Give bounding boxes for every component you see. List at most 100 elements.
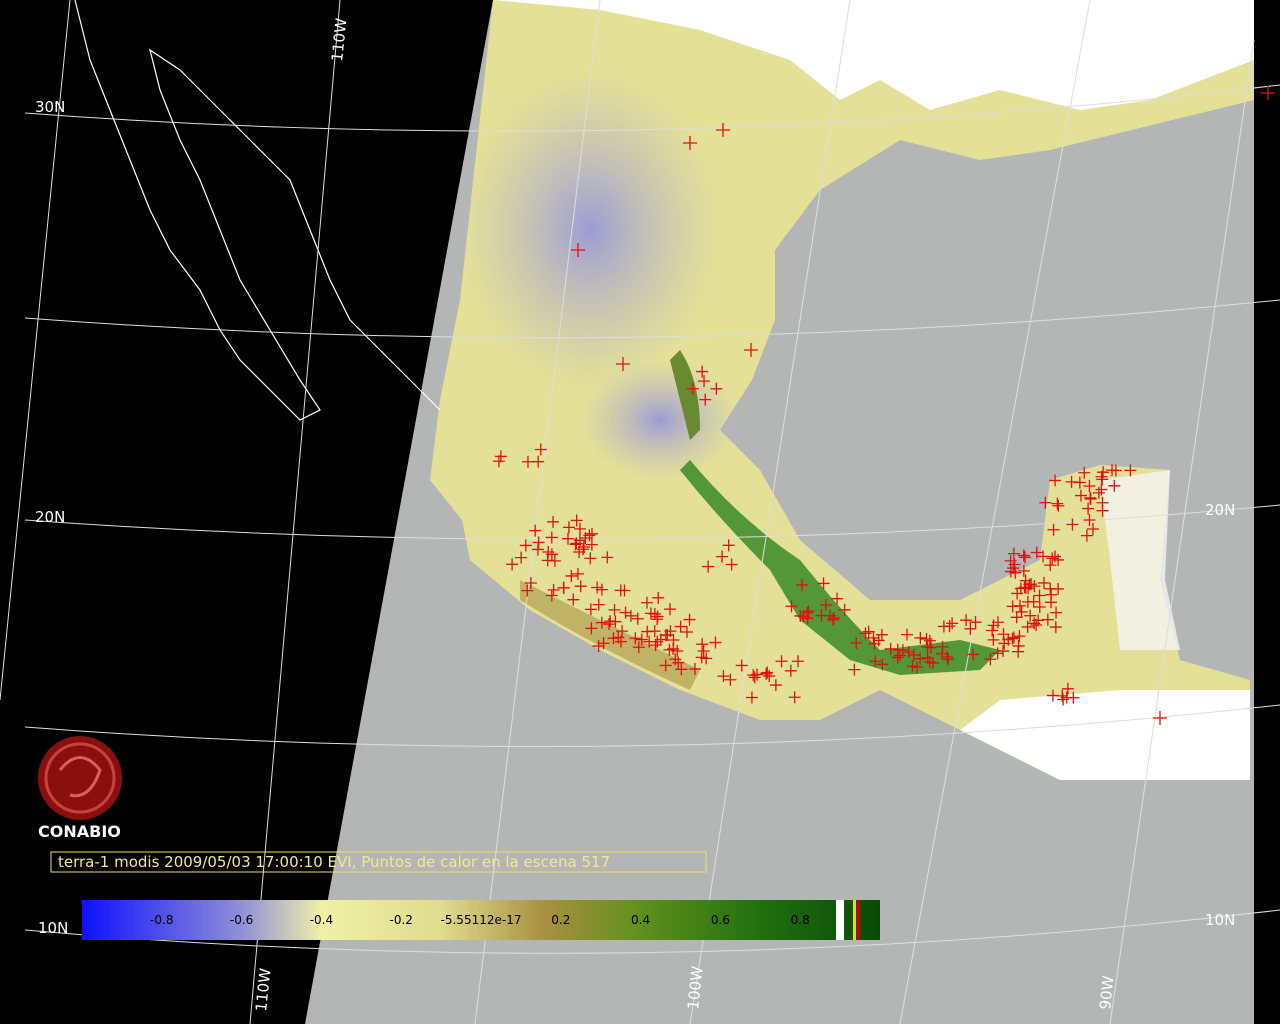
colorbar-label: -0.6 [230, 913, 253, 927]
fire-point [570, 537, 583, 550]
fire-point [987, 633, 1000, 646]
caption-box [50, 851, 707, 873]
grid-label: 10N [1205, 911, 1235, 929]
fire-point [649, 639, 662, 652]
fire-point [686, 382, 699, 395]
fire-point [792, 655, 805, 668]
fire-point [574, 580, 587, 593]
fire-point [597, 637, 610, 650]
fire-point [652, 591, 665, 604]
fire-point [651, 610, 664, 623]
fire-point [747, 669, 760, 682]
fire-point [748, 671, 761, 684]
fire-point [1044, 559, 1057, 572]
fire-point [936, 647, 949, 660]
grid-line [689, 0, 851, 1024]
fire-point [675, 663, 688, 676]
fire-point [631, 612, 644, 625]
fire-point [640, 596, 653, 609]
fire-point [1011, 587, 1024, 600]
fire-point [1030, 618, 1043, 631]
grid-line [899, 0, 1091, 1024]
fire-point [716, 123, 730, 137]
grid-label: 20N [35, 508, 65, 526]
fire-point [1037, 576, 1050, 589]
fire-point [1021, 620, 1034, 633]
colorbar-label: -5.55112e-17 [441, 913, 522, 927]
fire-point [1033, 600, 1046, 613]
fire-point [946, 617, 959, 630]
fire-point [1028, 580, 1041, 593]
fire-point [991, 647, 1004, 660]
fire-point [867, 631, 880, 644]
grid-line [24, 909, 1280, 954]
grid-label: 110W [328, 17, 350, 62]
fire-point [760, 667, 773, 680]
fire-point [850, 637, 863, 650]
fire-point [1015, 605, 1028, 618]
fire-point [1153, 711, 1167, 725]
fire-point [584, 552, 597, 565]
fire-point [601, 551, 614, 564]
fire-point [914, 631, 927, 644]
fire-point [664, 603, 677, 616]
clouds [960, 690, 1250, 780]
fire-point [577, 541, 590, 554]
clouds [493, 0, 1254, 110]
fire-point [608, 603, 621, 616]
fire-point [775, 655, 788, 668]
fire-point [831, 592, 844, 605]
fire-point [534, 443, 547, 456]
fire-point [815, 609, 828, 622]
logo-emblem [44, 742, 116, 814]
fire-point [1083, 479, 1096, 492]
fire-point [1083, 513, 1096, 526]
fire-point [1007, 547, 1020, 560]
fire-point [607, 632, 620, 645]
fire-point [1086, 523, 1099, 536]
fire-point [744, 343, 758, 357]
fire-point [901, 628, 914, 641]
fire-point [688, 662, 701, 675]
fire-point [697, 645, 710, 658]
fire-point [724, 673, 737, 686]
fire-point [644, 607, 657, 620]
fire-point [619, 606, 632, 619]
fire-point [1051, 497, 1064, 510]
fire-point [592, 640, 605, 653]
fire-point [1056, 689, 1069, 702]
grid-label: 30N [35, 98, 65, 116]
fire-point [585, 527, 598, 540]
fire-point [785, 600, 798, 613]
fire-point [1030, 546, 1043, 559]
fire-point [696, 638, 709, 651]
fire-point [986, 624, 999, 637]
grid-line [24, 299, 1280, 339]
fire-point [1074, 489, 1087, 502]
fire-point [1041, 613, 1054, 626]
colorbar-label: 0.2 [551, 913, 570, 927]
fire-point [797, 610, 810, 623]
grid-label: 10N [38, 919, 68, 937]
fire-point [1017, 564, 1030, 577]
fire-point [745, 691, 758, 704]
fire-point [1018, 581, 1031, 594]
fire-point [699, 393, 712, 406]
fire-point [683, 136, 697, 150]
fire-point [532, 455, 545, 468]
grid-label: 110W [252, 967, 274, 1012]
baja-coastline [74, 0, 441, 421]
fire-point [548, 554, 561, 567]
fire-point [902, 646, 915, 659]
grid-label: 100W [684, 965, 706, 1010]
fire-point [1007, 562, 1020, 575]
fire-point [875, 628, 888, 641]
fire-point [565, 569, 578, 582]
fire-point [893, 649, 906, 662]
satellite-swath [305, 0, 1254, 1024]
fire-point [1004, 554, 1017, 567]
fire-point [991, 616, 1004, 629]
colorbar-ticks: -0.8 -0.6 -0.4 -0.2 -5.55112e-17 0.2 0.4 0.6 0.8 [150, 913, 810, 927]
fire-point [648, 625, 661, 638]
fire-point [1095, 470, 1108, 483]
